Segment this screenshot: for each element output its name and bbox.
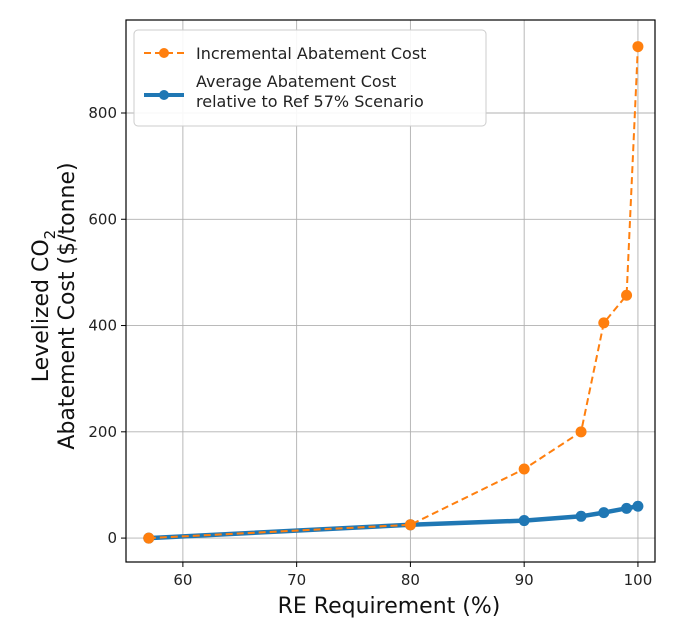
x-tick-label: 70 <box>287 571 306 589</box>
data-point-incremental <box>632 41 644 53</box>
legend-label-average-line-1: Average Abatement Cost <box>196 72 396 91</box>
legend-label-incremental: Incremental Abatement Cost <box>196 44 426 63</box>
y-axis-title-main: Levelized CO <box>29 239 54 382</box>
data-point-incremental <box>143 532 155 544</box>
legend-label-average-line-2: relative to Ref 57% Scenario <box>196 92 424 111</box>
data-point-average <box>598 507 610 519</box>
series-layer <box>143 41 644 544</box>
y-tick-label: 0 <box>107 529 117 547</box>
y-axis-title-line-1: Levelized CO2 <box>29 230 59 382</box>
y-tick-label: 800 <box>88 104 117 122</box>
ticks: 60 70 80 90 100 0 200 400 600 800 <box>88 104 652 589</box>
x-axis-title: RE Requirement (%) <box>278 594 501 619</box>
x-tick-label: 90 <box>515 571 534 589</box>
legend-box <box>133 29 487 127</box>
y-axis-title-subscript: 2 <box>41 230 59 240</box>
y-tick-label: 400 <box>88 317 117 335</box>
data-point-incremental <box>598 317 610 329</box>
data-point-average <box>518 515 530 527</box>
legend-entry-incremental: Incremental Abatement Cost <box>144 44 426 63</box>
x-tick-label: 60 <box>173 571 192 589</box>
data-point-incremental <box>621 289 633 301</box>
data-point-average <box>632 500 644 512</box>
legend: Incremental Abatement Cost Average Abate… <box>133 29 487 127</box>
x-tick-label: 100 <box>624 571 653 589</box>
y-tick-label: 600 <box>88 210 117 228</box>
legend-marker-incremental <box>159 48 169 58</box>
legend-marker-average <box>159 90 169 100</box>
plot-frame <box>125 19 656 563</box>
data-point-average <box>575 510 587 522</box>
legend-entry-average: Average Abatement Cost relative to Ref 5… <box>144 72 424 111</box>
data-point-incremental <box>575 426 587 438</box>
data-point-incremental <box>404 519 416 531</box>
x-tick-label: 80 <box>401 571 420 589</box>
y-tick-label: 200 <box>88 423 117 441</box>
data-point-incremental <box>518 463 530 475</box>
series-incremental <box>143 41 644 544</box>
y-axis-title-line-2: Abatement Cost ($/tonne) <box>55 162 80 449</box>
data-point-average <box>621 502 633 514</box>
